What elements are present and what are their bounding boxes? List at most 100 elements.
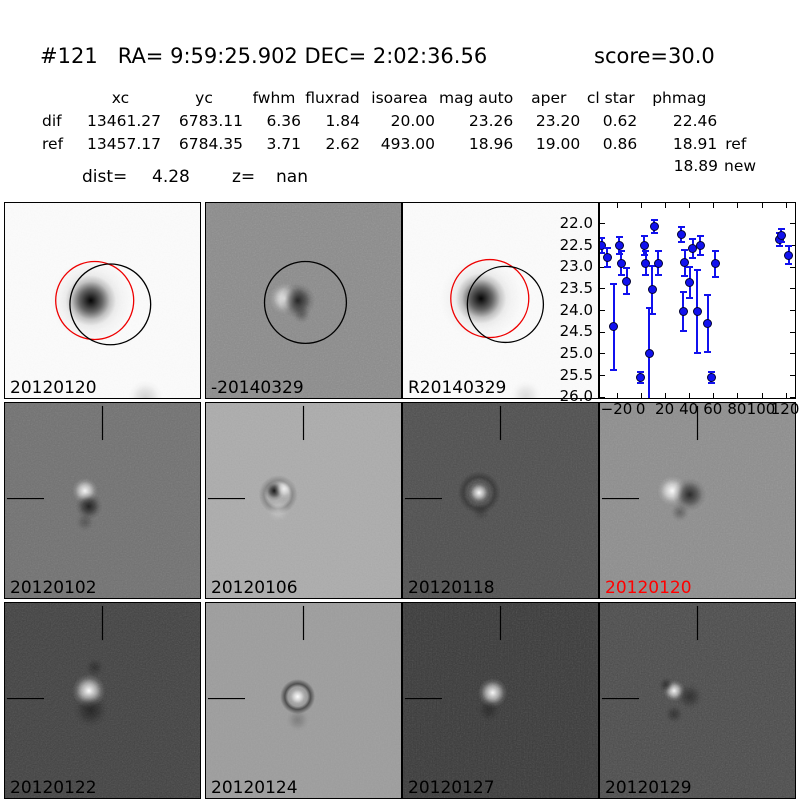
data-point — [622, 276, 631, 286]
photometry-table: xc yc fwhm fluxrad isoarea mag auto aper cl sta… — [40, 86, 761, 155]
data-point — [776, 231, 786, 240]
x-tick — [785, 393, 787, 398]
x-tick — [641, 393, 643, 398]
cutout-image — [600, 603, 795, 798]
data-point — [644, 349, 654, 359]
table-cell: 6783.11 — [178, 111, 243, 130]
cutout-image — [600, 403, 795, 598]
column-header: cl star — [586, 88, 635, 107]
cutout-panel: -20140329 — [205, 202, 402, 399]
table-row: dif 13461.27 6783.11 6.36 1.84 20.00 23.26 23.2… — [40, 109, 761, 132]
column-header: phmag — [652, 88, 707, 107]
cutout-date-label: 20120102 — [10, 578, 97, 598]
phmag-new-value: 18.89 — [673, 157, 718, 175]
error-bar-cap — [600, 236, 606, 239]
phmag-new-suffix: new — [724, 157, 757, 175]
cutout-image — [206, 403, 401, 598]
data-point — [616, 258, 626, 268]
table-cell: 0.86 — [602, 134, 638, 153]
x-tick — [713, 203, 715, 208]
cutout-panel: 20120122 — [4, 602, 201, 799]
x-tick-label: 60 — [703, 400, 723, 418]
column-header — [719, 86, 761, 109]
error-bar-cap — [677, 241, 685, 243]
data-point — [706, 373, 716, 383]
y-tick — [790, 396, 795, 398]
cutout-image — [5, 203, 200, 416]
error-bar-cap — [696, 254, 704, 256]
error-bar-cap — [623, 267, 630, 269]
y-tick — [600, 396, 605, 398]
y-tick-label: 23.0 — [559, 257, 593, 276]
table-cell: 18.96 — [468, 134, 514, 153]
x-tick-label: 80 — [727, 400, 747, 418]
table-cell: 2.62 — [325, 134, 360, 153]
x-tick — [761, 393, 763, 398]
error-bar-cap — [677, 226, 685, 229]
error-bar-cap — [704, 294, 712, 297]
score-text: score=30.0 — [594, 44, 715, 68]
data-point — [649, 221, 659, 231]
error-bar-cap — [711, 249, 719, 252]
y-tick — [790, 288, 795, 290]
error-bar-cap — [610, 369, 618, 372]
x-tick — [665, 393, 667, 398]
y-tick — [600, 331, 605, 333]
error-bar-cap — [617, 274, 625, 277]
table-cell: 13461.27 — [87, 111, 161, 130]
data-point — [784, 250, 793, 260]
error-bar-cap — [642, 274, 650, 277]
cutout-image — [403, 603, 598, 798]
y-tick — [600, 375, 605, 376]
page-title: #121 RA= 9:59:25.902 DEC= 2:02:36.56 — [40, 44, 488, 68]
cutout-image — [5, 403, 200, 598]
data-point — [703, 319, 713, 328]
error-bar-cap — [650, 231, 658, 234]
x-tick — [689, 203, 691, 208]
cutout-image — [5, 603, 200, 798]
cutout-panel: 20120102 — [4, 402, 201, 599]
error-bar-cap — [640, 254, 648, 256]
cutout-date-label: 20120120 — [10, 378, 97, 398]
error-bar-cap — [600, 252, 606, 255]
cutout-panel: R20140329 — [402, 202, 599, 412]
y-tick — [600, 223, 605, 225]
cutout-image — [206, 203, 401, 398]
table-cell: 23.20 — [535, 111, 581, 130]
table-header-row: xc yc fwhm fluxrad isoarea mag auto aper cl sta… — [40, 86, 761, 109]
column-header: yc — [195, 88, 213, 107]
y-tick — [600, 266, 605, 268]
y-tick — [790, 353, 795, 355]
error-bar-cap — [707, 381, 715, 384]
x-tick — [665, 203, 667, 208]
x-tick-label: 120 — [770, 400, 800, 418]
error-bar-cap — [603, 266, 611, 269]
error-bar-cap — [654, 274, 662, 277]
x-tick — [761, 203, 763, 208]
cutout-panel: 20120129 — [599, 602, 796, 799]
x-tick-label: 100 — [746, 400, 776, 418]
row-suffix: ref — [725, 134, 747, 153]
data-point — [680, 258, 690, 268]
x-tick — [737, 393, 739, 398]
data-point — [692, 306, 702, 316]
cutout-date-label: 20120118 — [408, 578, 495, 598]
table-cell: 23.26 — [468, 111, 514, 130]
error-bar-cap — [681, 248, 689, 251]
table-cell: 6784.35 — [178, 134, 243, 153]
data-point — [678, 306, 688, 316]
cutout-panel: 20120106 — [205, 402, 402, 599]
cutout-date-label: R20140329 — [408, 378, 507, 398]
error-bar-cap — [686, 266, 694, 269]
error-bar-cap — [785, 245, 792, 248]
cutout-date-label: 20120124 — [211, 778, 298, 798]
error-bar-cap — [610, 282, 618, 285]
y-tick-label: 25.5 — [559, 365, 593, 384]
cutout-image — [403, 403, 598, 598]
x-tick — [737, 203, 739, 208]
redshift-label: z= — [232, 167, 256, 187]
column-header: fluxrad — [305, 88, 360, 107]
cutout-date-label: 20120122 — [10, 778, 97, 798]
column-header: isoarea — [371, 88, 428, 107]
error-bar-cap — [785, 262, 792, 265]
